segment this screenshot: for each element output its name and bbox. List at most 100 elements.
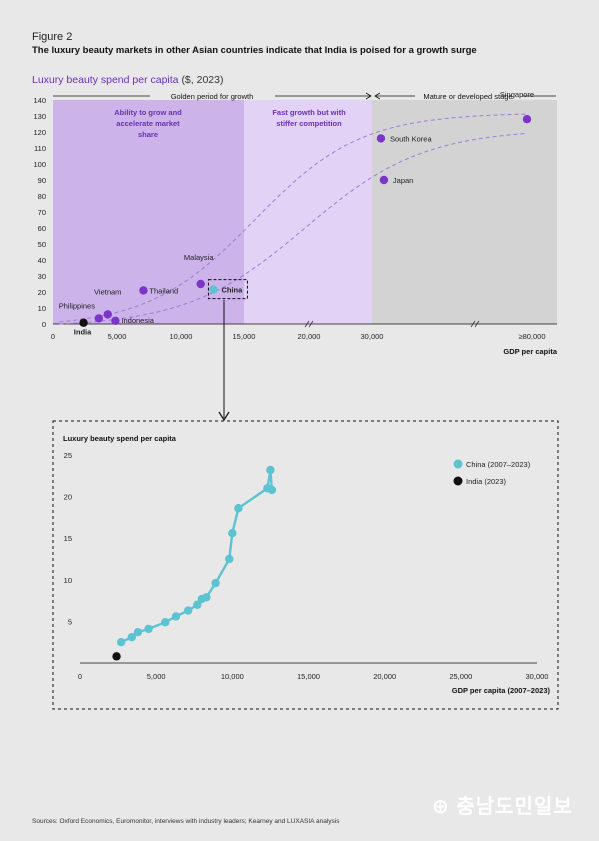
series-point-china [267,485,277,495]
y-tick-label: 80 [38,192,46,201]
series-point-china [161,618,170,627]
x-axis-title: GDP per capita [503,347,557,356]
series-point-china [266,465,275,475]
y-tick-label: 90 [38,176,46,185]
point-label-japan: Japan [393,176,413,185]
series-point-india [112,652,121,661]
inset-x-tick-label: 5,000 [147,672,166,681]
inset-x-tick-label: 15,000 [297,672,320,681]
inset-chart-title: Luxury beauty spend per capita [63,434,177,443]
series-point-china [171,612,181,621]
point-vietnam [103,310,112,319]
chart-subtitle: Luxury beauty spend per capita ($, 2023) [32,74,223,86]
zone-label-fast: Fast growth but with stiffer competition [272,108,346,128]
x-tick-label: ≥80,000 [518,332,545,341]
inset-y-tick-label: 20 [64,493,72,502]
point-label-south-korea: South Korea [390,134,433,143]
y-tick-label: 130 [33,112,46,121]
axis-break-2 [470,320,480,328]
zone-header-mature: Mature or developed stage [423,92,512,101]
inset-x-tick-label: 30,000 [526,672,549,681]
series-line-china [120,468,274,644]
inset-x-tick-label: 10,000 [221,672,244,681]
zoom-frame [52,420,559,710]
x-tick-label: 15,000 [233,332,256,341]
series-point-china [144,624,153,634]
point-label-indonesia: Indonesia [121,316,154,325]
series-point-china [133,628,143,637]
x-tick-label: 20,000 [298,332,321,341]
zone-header-golden: Golden period for growth [171,92,254,101]
y-tick-label: 110 [34,144,46,153]
legend-label-india: India (2023) [466,477,507,486]
legend-marker-india [453,476,463,486]
y-tick-label: 50 [38,240,46,249]
point-label-thailand: Thailand [149,286,178,295]
y-tick-label: 20 [38,288,46,297]
y-tick-label: 0 [42,320,46,329]
figure-title: The luxury beauty markets in other Asian… [32,45,477,56]
zoom-connector [218,300,230,422]
growth-curve-upper [59,113,527,323]
point-label-singapore: Singapore [500,90,534,99]
legend-label-china: China (2007–2023) [466,460,531,469]
watermark-logo: ⊕ 충남도민일보 [432,796,573,818]
point-philippines [94,314,104,323]
point-label-vietnam: Vietnam [94,287,121,296]
inset-x-tick-label: 25,000 [449,672,472,681]
y-tick-label: 120 [33,128,46,137]
top-scatter-chart: Golden period for growth Mature or develo… [33,90,557,356]
point-label-malaysia: Malaysia [184,253,214,262]
point-label-china: China [221,286,243,295]
series-point-china [234,504,243,513]
point-label-india: India [74,328,92,337]
point-china [209,285,218,294]
y-tick-label: 140 [33,96,46,105]
series-point-china [193,600,202,609]
x-tick-label: 0 [51,332,55,341]
y-tick-label: 100 [33,160,46,169]
axis-break-1 [304,320,314,328]
point-india [79,318,88,327]
inset-x-tick-label: 0 [78,672,82,681]
series-point-china [127,633,136,642]
x-tick-label: 30,000 [361,332,384,341]
zone-label-golden: Ability to grow and accelerate market shar… [114,108,182,139]
zone-fast-growth [244,100,372,324]
figure-label: Figure 2 [32,31,73,43]
series-point-china [116,638,126,647]
x-tick-label: 5,000 [108,332,127,341]
subtitle-text: Luxury beauty spend per capita [32,74,179,86]
inset-y-tick-label: 10 [64,576,72,585]
legend-marker-china [453,459,463,469]
subtitle-unit: ($, 2023) [181,74,224,86]
inset-x-tick-label: 20,000 [373,672,396,681]
growth-curve-lower [59,132,528,325]
china-trajectory-chart: Luxury beauty spend per capita 5 10 15 20 25 0… [52,420,559,710]
point-indonesia [111,316,120,325]
inset-x-axis-title: GDP per capita (2007–2023) [452,686,551,695]
china-highlight-box [207,279,248,300]
x-tick-label: 10,000 [170,332,193,341]
point-south-korea [376,134,386,143]
inset-y-tick-label: 5 [68,617,72,626]
point-malaysia [196,279,205,289]
series-point-china [225,554,234,564]
y-tick-label: 40 [38,256,46,265]
series-point-china [183,606,193,615]
inset-y-tick-label: 25 [64,451,72,460]
series-point-china [228,529,237,538]
y-tick-label: 10 [38,304,46,313]
y-tick-label: 30 [38,272,46,281]
point-thailand [139,286,148,295]
series-point-china [211,578,220,588]
zone-mature [372,100,557,324]
y-tick-label: 70 [38,208,46,217]
y-tick-label: 60 [38,224,46,233]
point-label-philippines: Philippines [59,301,96,310]
point-japan [379,175,389,185]
source-note: Sources: Oxford Economics, Euromonitor, … [32,818,340,825]
series-point-china [202,593,211,602]
inset-y-tick-label: 15 [64,534,72,543]
point-singapore [522,115,532,124]
